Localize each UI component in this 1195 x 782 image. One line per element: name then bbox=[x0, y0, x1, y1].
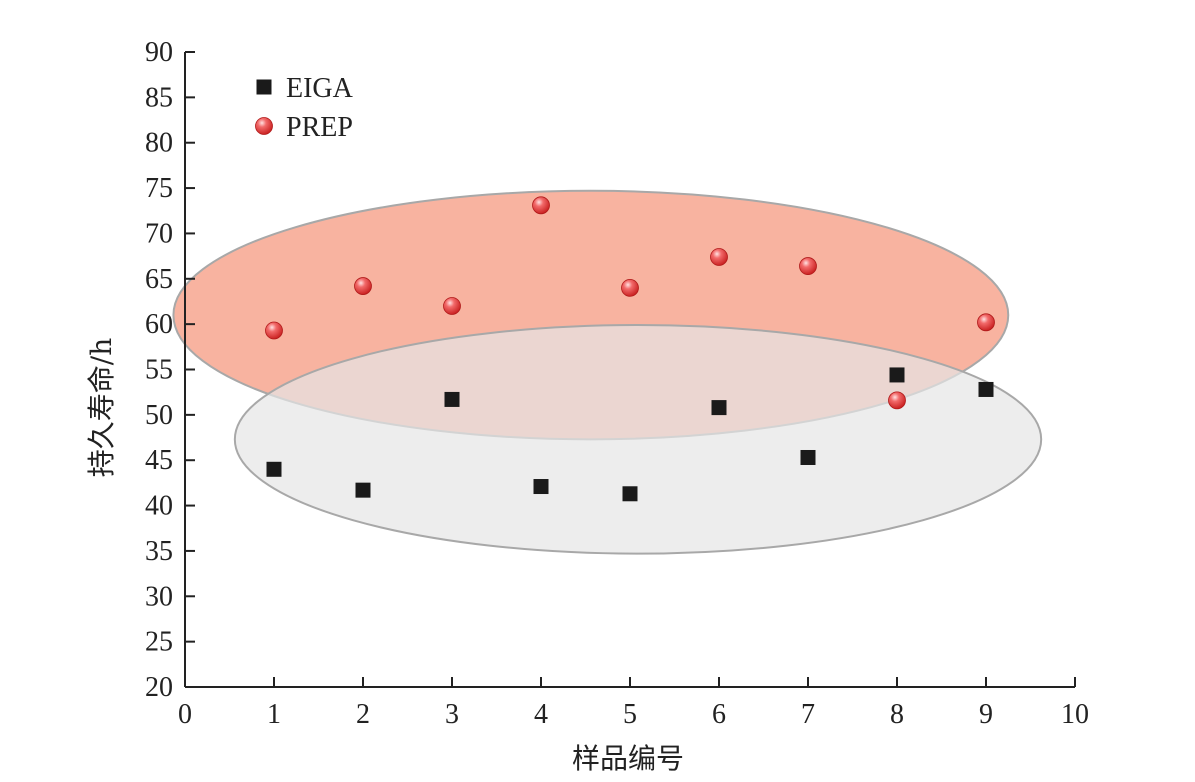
x-tick-label: 4 bbox=[534, 699, 548, 730]
point-prep bbox=[354, 277, 372, 295]
legend-label-eiga: EIGA bbox=[286, 73, 354, 104]
point-eiga bbox=[711, 400, 727, 416]
point-eiga bbox=[533, 479, 549, 495]
legend-label-prep: PREP bbox=[286, 112, 353, 143]
point-eiga bbox=[444, 391, 460, 407]
x-tick-label: 9 bbox=[979, 699, 993, 730]
axes: 0 1 2 3 4 5 6 7 8 9 102025303540455055606570758085… bbox=[145, 37, 1089, 730]
y-tick-label: 70 bbox=[145, 218, 173, 249]
region-layer bbox=[172, 189, 1043, 555]
legend: EIGA PREP bbox=[255, 73, 354, 143]
x-axis-title: 样品编号 bbox=[572, 742, 684, 775]
y-tick-label: 65 bbox=[145, 264, 173, 295]
y-tick-label: 45 bbox=[145, 445, 173, 476]
point-eiga bbox=[978, 381, 994, 397]
legend-marker-eiga bbox=[256, 79, 272, 95]
x-tick-label: 2 bbox=[356, 699, 370, 730]
y-tick-label: 40 bbox=[145, 491, 173, 522]
point-prep bbox=[532, 196, 550, 215]
y-tick-label: 35 bbox=[145, 536, 173, 567]
y-tick-label: 60 bbox=[145, 309, 173, 340]
point-eiga bbox=[355, 482, 371, 498]
x-tick-label: 6 bbox=[712, 699, 726, 730]
y-tick-label: 75 bbox=[145, 173, 173, 204]
axis-labels: 样品编号 持久寿命/h bbox=[85, 338, 684, 775]
y-tick-label: 50 bbox=[145, 400, 173, 431]
region-eiga bbox=[233, 324, 1043, 555]
y-tick-label: 55 bbox=[145, 355, 173, 386]
y-tick-label: 90 bbox=[145, 37, 173, 68]
point-eiga bbox=[266, 461, 282, 477]
point-eiga bbox=[800, 449, 816, 465]
point-prep bbox=[799, 257, 817, 275]
y-tick-label: 85 bbox=[145, 82, 173, 113]
point-prep bbox=[977, 313, 995, 332]
y-tick-label: 20 bbox=[145, 672, 173, 703]
x-tick-label: 3 bbox=[445, 699, 459, 730]
x-tick-label: 7 bbox=[801, 699, 815, 730]
point-prep bbox=[443, 297, 461, 315]
x-tick-label: 10 bbox=[1061, 699, 1089, 730]
x-tick-label: 5 bbox=[623, 699, 637, 730]
y-tick-label: 25 bbox=[145, 627, 173, 658]
point-prep bbox=[888, 391, 906, 410]
x-tick-label: 8 bbox=[890, 699, 904, 730]
legend-marker-prep bbox=[255, 117, 273, 135]
y-tick-label: 80 bbox=[145, 128, 173, 159]
points-layer bbox=[265, 196, 995, 502]
point-prep bbox=[621, 278, 639, 297]
point-prep bbox=[710, 248, 728, 266]
point-eiga bbox=[889, 367, 905, 383]
point-prep bbox=[265, 321, 283, 340]
x-tick-label: 0 bbox=[178, 699, 192, 730]
y-tick-label: 30 bbox=[145, 581, 173, 612]
x-tick-label: 1 bbox=[267, 699, 281, 730]
point-eiga bbox=[622, 486, 638, 502]
y-axis-title: 持久寿命/h bbox=[85, 338, 118, 477]
